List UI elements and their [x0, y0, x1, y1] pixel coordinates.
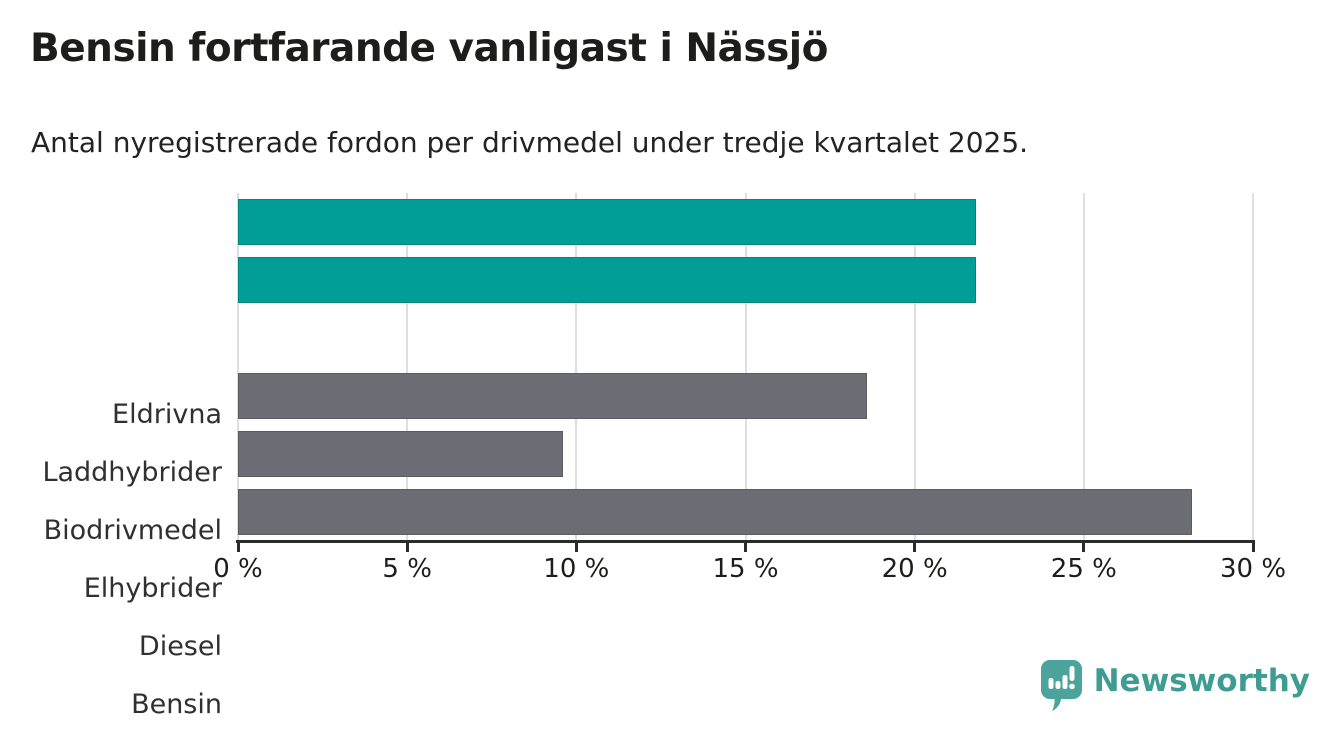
bar-bensin: [238, 489, 1193, 535]
category-label-eldrivna: Eldrivna: [112, 399, 222, 430]
x-tick-mark: [405, 543, 409, 552]
category-label-biodrivmedel: Biodrivmedel: [43, 515, 222, 546]
bar-elhybrider: [238, 373, 868, 419]
chart-title: Bensin fortfarande vanligast i Nässjö: [30, 26, 828, 71]
category-label-diesel: Diesel: [138, 631, 222, 662]
bar-chart: Eldrivna Laddhybrider Biodrivmedel Elhybrid…: [0, 193, 1340, 720]
x-tick-mark: [1082, 543, 1086, 552]
x-tick-label: 20 %: [881, 554, 948, 584]
x-tick-mark: [1251, 543, 1255, 552]
x-tick-label: 25 %: [1050, 554, 1117, 584]
x-tick-label: 15 %: [712, 554, 779, 584]
category-label-elhybrider: Elhybrider: [83, 573, 222, 604]
x-tick-mark: [744, 543, 747, 552]
bar-row: [238, 193, 1253, 251]
gridline: [575, 193, 578, 541]
x-tick-label: 10 %: [543, 554, 610, 584]
gridline: [237, 193, 239, 541]
gridline: [406, 193, 409, 541]
bar-diesel: [238, 431, 563, 477]
category-label-bensin: Bensin: [131, 689, 222, 720]
bar-row: [238, 483, 1253, 541]
newsworthy-logo-text: Newsworthy: [1093, 663, 1310, 699]
gridline: [913, 193, 916, 541]
x-tick-label: 5 %: [382, 554, 432, 584]
x-tick-label: 30 %: [1219, 554, 1287, 584]
bar-row: [238, 367, 1253, 425]
x-tick-label: 0 %: [213, 554, 263, 584]
bar-row: [238, 251, 1253, 309]
bar-row: [238, 309, 1253, 367]
newsworthy-branding: Newsworthy: [1040, 659, 1310, 713]
bar-row: [238, 425, 1253, 483]
gridline: [1082, 193, 1085, 541]
category-label-laddhybrider: Laddhybrider: [42, 457, 222, 488]
gridline: [744, 193, 747, 541]
newsworthy-logo-icon: [1040, 660, 1082, 711]
x-tick-mark: [574, 543, 578, 552]
plot-area: [237, 193, 1254, 541]
gridline: [1252, 193, 1254, 541]
x-axis-line: [236, 540, 1255, 543]
bar-laddhybrider: [238, 257, 976, 303]
x-tick-mark: [913, 543, 917, 552]
bar-eldrivna: [238, 199, 976, 245]
chart-subtitle: Antal nyregistrerade fordon per drivmede…: [31, 126, 1029, 159]
x-tick-mark: [236, 543, 240, 552]
